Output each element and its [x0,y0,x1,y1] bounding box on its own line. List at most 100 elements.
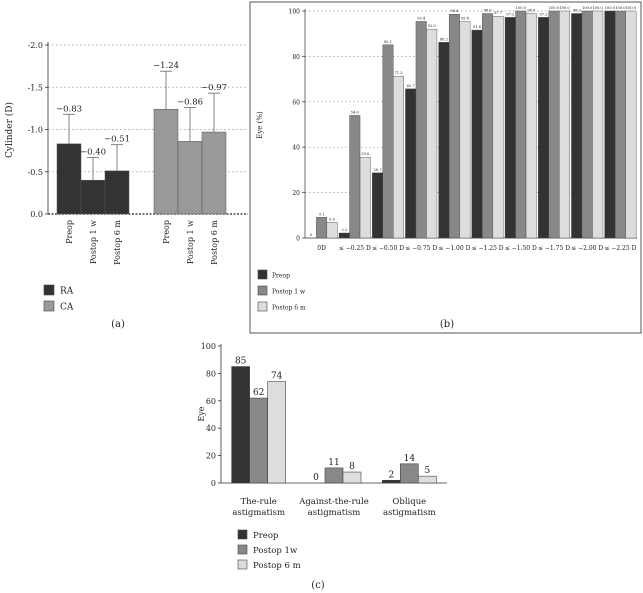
data-label: 5 [424,466,430,476]
panel-b: Eye (%) 0 20 40 60 80 100 0 9.1 6.9 0D 2.2 54.0 35.6 ≤… [256,6,637,312]
data-label: −0.83 [56,104,82,114]
y-tick-label: 80 [206,369,216,378]
x-tick-label: Postop 1 w [186,220,195,264]
x-tick-label: Against-the-rule [298,497,369,507]
bar-preop [405,88,417,239]
legend-label: CA [60,303,74,313]
legend-swatch [237,559,248,570]
y-tick-label: 40 [292,145,300,152]
bar-preop [538,17,549,239]
bar-postop-1-w [415,21,427,239]
legend-label: Postop 6 m [253,561,301,571]
bar-postop-1-w [382,44,394,239]
bar-ra [80,179,106,215]
bar-postop-6-m [525,13,537,239]
data-label: 100.0 [516,6,527,10]
legend-swatch [237,544,248,555]
x-tick-label: Oblique [392,497,426,507]
bar-postop-1w [324,467,344,484]
y-tick-label: -0.5 [28,168,43,177]
bar-preop [504,17,516,239]
data-label: 95.4 [461,16,470,20]
bar-postop-6-m [418,475,437,484]
bar-ca [177,141,203,215]
data-label: 9.1 [319,212,325,216]
x-tick-label: Postop 6 m [113,220,122,265]
data-label: 85.1 [384,40,392,44]
bar-postop-6-m [426,28,438,239]
bar-preop [372,172,383,239]
legend-label: Postop 6 m [272,305,306,312]
x-tick-label: astigmatism [308,508,361,518]
x-tick-label: ≤ −1.00 D [438,245,470,252]
legend-swatch [237,529,248,540]
data-label: 100.0 [582,6,593,10]
data-label: 98.9 [573,8,582,12]
bar-postop-1-w [349,115,361,239]
y-axis-title: Eye [197,406,206,421]
bar-postop-6-m [359,156,371,239]
data-label: −0.86 [177,98,203,108]
bar-postop-6-m [267,381,286,484]
data-label: 100.0 [626,6,637,10]
data-label: 0 [313,473,319,483]
y-tick-label: -2.0 [28,41,43,50]
y-tick-label: 20 [292,190,300,197]
bar-ra [104,170,130,215]
x-tick-label: ≤ −1.75 D [538,245,570,252]
data-label: 2.2 [341,228,347,232]
data-label: −0.97 [201,83,227,93]
data-label: 95.4 [417,16,426,20]
data-label: 8 [349,462,355,472]
bar-ca [201,131,227,215]
bar-postop-1-w [448,13,460,239]
y-axis-title: Eye (%) [256,111,264,139]
y-tick-label: -1.0 [28,126,43,135]
data-label: 97.7 [494,11,503,15]
data-label: 54.0 [351,110,360,114]
legend-label: Preop [272,273,290,280]
bar-postop-1-w [614,10,626,239]
x-tick-label: ≤ −0.25 D [339,245,371,252]
y-tick-label: 60 [292,99,300,106]
bar-postop-6-m [492,16,504,239]
data-label: 62 [253,388,264,398]
x-tick-label: astigmatism [232,508,285,518]
x-tick-label: ≤ −2.00 D [571,245,603,252]
data-label: 100.0 [559,6,570,10]
bar-preop [604,10,616,239]
panel-label-a: (a) [111,319,125,330]
bar-postop-1-w [548,10,560,239]
data-label: 28.7 [373,168,382,172]
x-tick-label: Postop 1 w [89,220,98,264]
data-label: 98.9 [527,8,536,12]
data-label: 100.0 [549,6,560,10]
bar-postop-1-w [515,10,527,239]
y-tick-label: 100 [201,342,216,351]
data-label: 86.2 [440,37,448,41]
bar-ra [56,143,82,215]
bar-postop-1w [249,397,268,484]
legend-swatch-ra [43,284,55,296]
legend-swatch [257,269,268,280]
legend-swatch [257,301,268,312]
legend-label: Postop 1w [253,546,298,556]
bar-postop-6-m [393,75,404,239]
bar-ca [153,108,179,215]
data-label: 100.0 [615,6,626,10]
panel-label-b: (b) [440,319,454,330]
data-label: 0 [310,233,313,237]
bar-postop-6-m [559,10,570,239]
x-tick-label: The-rule [240,497,276,507]
bar-postop-1w [400,463,419,484]
legend-swatch [257,285,268,296]
bar-postop-6-m [326,222,338,239]
panel-b-frame [249,1,642,334]
y-tick-label: 0.0 [30,210,43,219]
x-tick-label: ≤ −1.50 D [505,245,537,252]
x-tick-label: ≤ −0.75 D [405,245,437,252]
data-label: 65.7 [407,84,416,88]
data-label: −1.24 [153,61,179,71]
panel-c: Eye020406080100856274The-ruleastigmatism… [197,342,447,571]
